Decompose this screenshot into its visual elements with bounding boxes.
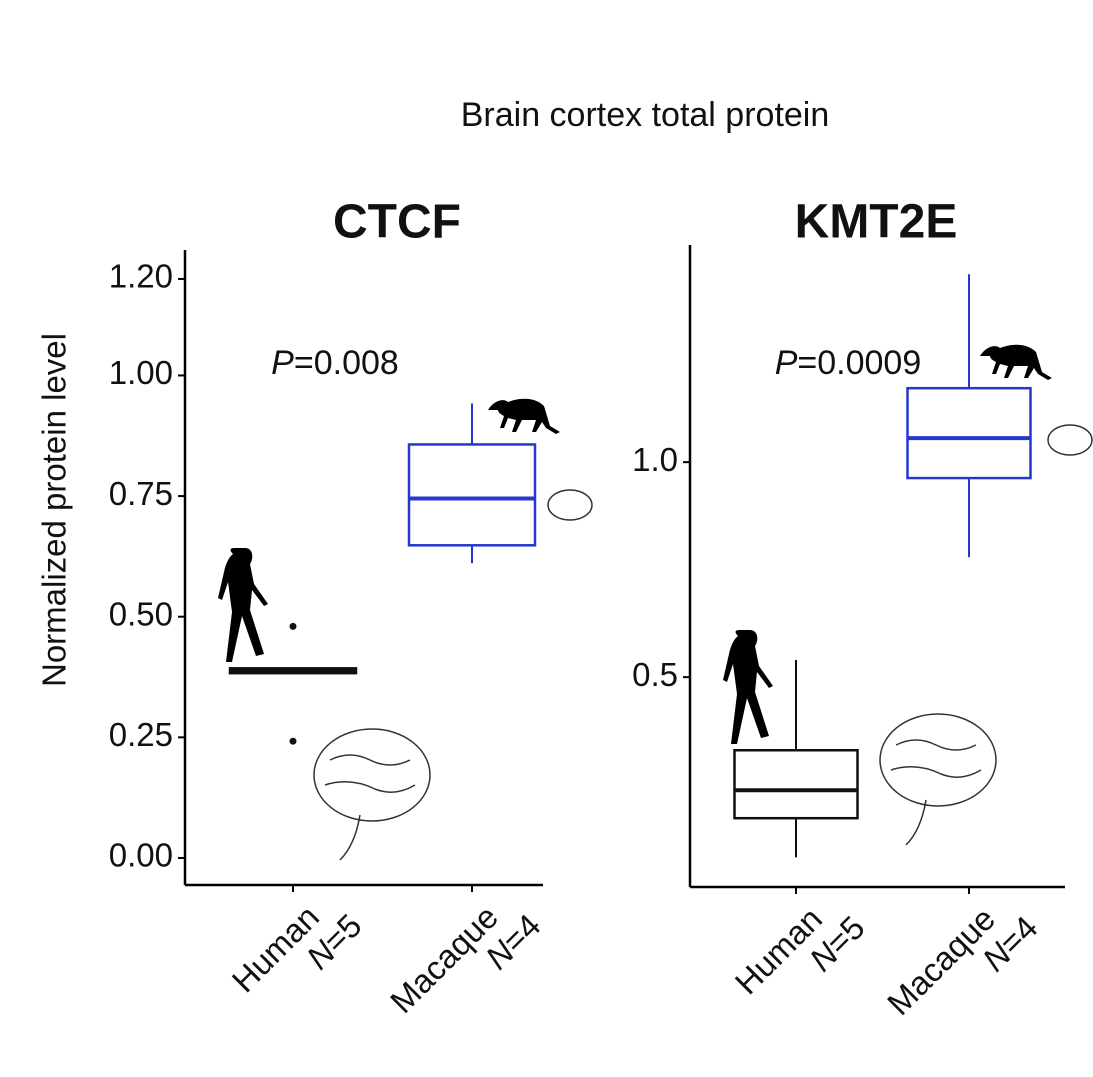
box (733, 749, 859, 820)
y-tick-label: 0.75 (109, 475, 173, 512)
p-value: P=0.0009 (775, 344, 922, 382)
figure-title: Brain cortex total protein (461, 96, 830, 134)
y-tick-label: 0.5 (632, 656, 678, 693)
y-axis-label: Normalized protein level (36, 333, 73, 687)
box (407, 443, 537, 547)
box (906, 386, 1032, 480)
brain-icons (313, 424, 1093, 861)
p-value: P=0.008 (271, 344, 399, 382)
icons (218, 344, 1052, 744)
panel-title: KMT2E (795, 196, 958, 249)
y-tick-label: 0.00 (109, 837, 173, 874)
panel-title: CTCF (333, 196, 461, 249)
y-tick-label: 1.0 (632, 441, 678, 478)
y-tick-label: 0.50 (109, 595, 173, 632)
y-tick-label: 1.20 (109, 258, 173, 295)
outlier (289, 737, 297, 745)
y-tick-label: 1.00 (109, 354, 173, 391)
y-tick-label: 0.25 (109, 716, 173, 753)
outlier (289, 622, 297, 630)
